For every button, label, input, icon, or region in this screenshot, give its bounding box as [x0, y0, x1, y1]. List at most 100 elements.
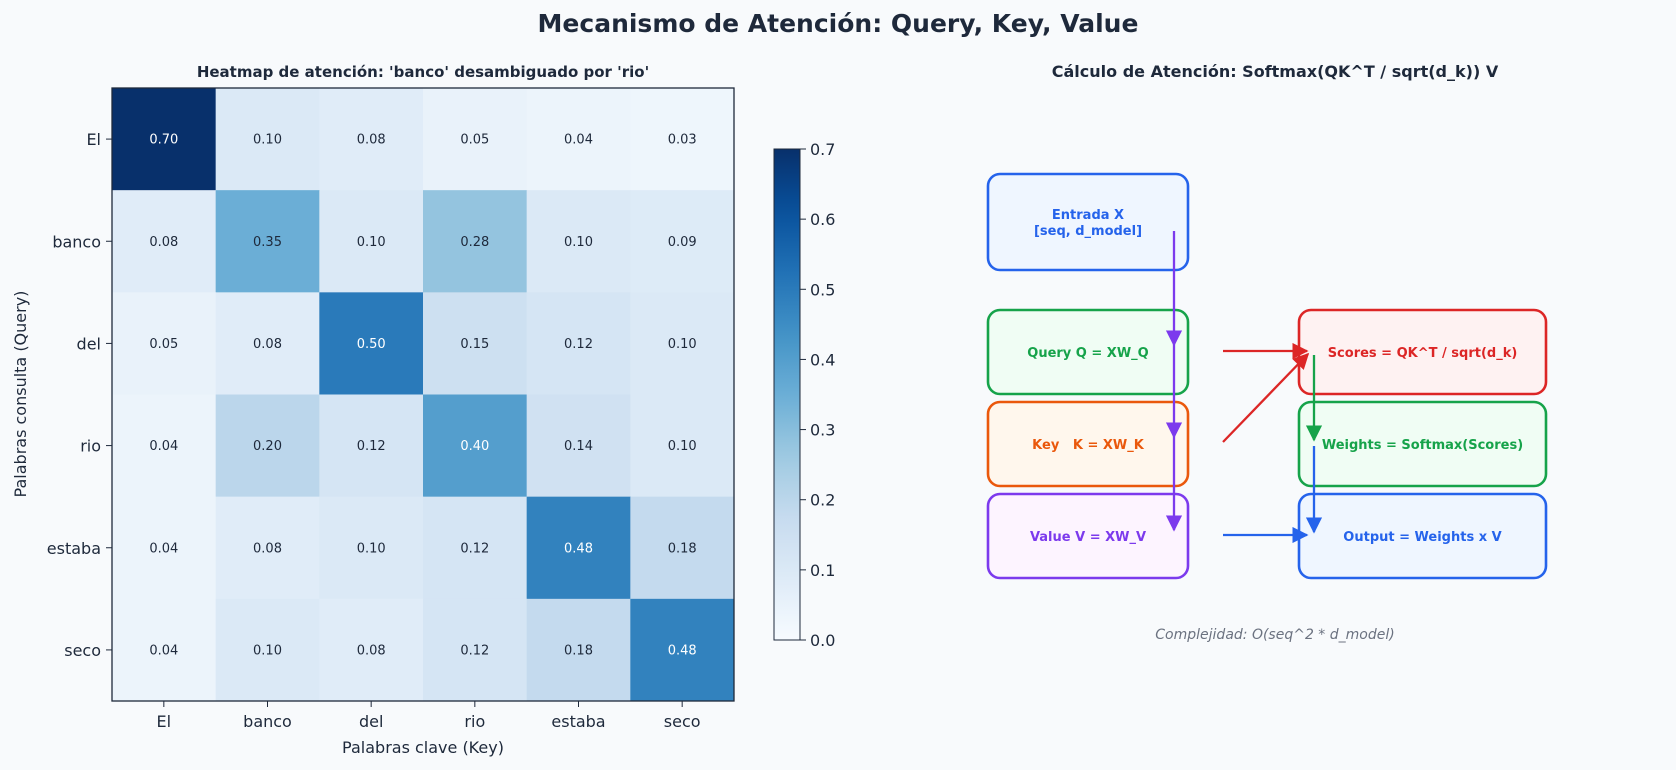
- heatmap-cell: [630, 394, 735, 498]
- cell-value-label: 0.08: [357, 643, 386, 658]
- heatmap-cell: [423, 598, 528, 702]
- cell-value-label: 0.10: [357, 235, 386, 250]
- weights-box-label: Weights = Softmax(Scores): [1322, 438, 1523, 453]
- heatmap-title: Heatmap de atención: 'banco' desambiguad…: [197, 63, 649, 81]
- heatmap-cell: [526, 190, 631, 293]
- cell-value-label: 0.04: [149, 439, 178, 454]
- heatmap-cell: [215, 598, 320, 702]
- colorbar-tick-label: 0.1: [810, 561, 835, 580]
- cell-value-label: 0.40: [460, 439, 489, 454]
- cell-value-label: 0.18: [668, 541, 697, 556]
- y-tick-label: rio: [80, 437, 101, 456]
- entrada-box-frame: [986, 172, 1190, 272]
- weights-box: Weights = Softmax(Scores): [1297, 400, 1548, 488]
- cell-value-label: 0.10: [357, 541, 386, 556]
- x-tick-label: banco: [243, 712, 292, 731]
- heatmap-cell: [319, 190, 424, 293]
- colorbar-tick-label: 0.6: [810, 210, 835, 229]
- heatmap-cell: [526, 88, 631, 191]
- cell-value-label: 0.10: [668, 337, 697, 352]
- heatmap-cell: [423, 88, 528, 191]
- heatmap-cell: [630, 496, 735, 600]
- diagram-arrows: [1165, 231, 1323, 544]
- heatmap-cells: 0.70 0.10 0.08 0.05 0.04 0.03 0.08 0.35 0.10 0.28…: [112, 88, 735, 702]
- heatmap-panel: Heatmap de atención: 'banco' desambiguad…: [11, 63, 735, 757]
- cell-value-label: 0.08: [357, 133, 386, 148]
- cell-value-label: 0.09: [668, 235, 697, 250]
- y-tick-label: El: [86, 130, 101, 149]
- cell-value-label: 0.70: [149, 133, 178, 148]
- heatmap-cell: [526, 394, 631, 498]
- heatmap-cell: [215, 394, 320, 498]
- cell-value-label: 0.10: [668, 439, 697, 454]
- weights-box-frame: [1297, 400, 1548, 488]
- heatmap-cell: [423, 190, 528, 293]
- colorbar-tick-label: 0.0: [810, 631, 835, 650]
- cell-value-label: 0.10: [253, 643, 282, 658]
- query-box-frame: [986, 308, 1190, 396]
- heatmap-cell: [319, 394, 424, 498]
- cell-value-label: 0.04: [564, 133, 593, 148]
- x-tick-label: rio: [464, 712, 485, 731]
- heatmap-cell: [630, 598, 735, 702]
- heatmap-cell: [112, 88, 217, 191]
- heatmap-cell: [112, 190, 217, 293]
- cell-value-label: 0.12: [460, 541, 489, 556]
- y-axis-label: Palabras consulta (Query): [11, 291, 30, 498]
- y-tick-label: banco: [52, 232, 101, 251]
- x-axis-label: Palabras clave (Key): [342, 738, 504, 757]
- cell-value-label: 0.12: [564, 337, 593, 352]
- key-box: Key K = XW_K: [986, 400, 1190, 488]
- value-box-label: Value V = XW_V: [1030, 530, 1146, 545]
- colorbar-tick-label: 0.4: [810, 350, 835, 369]
- x-tick-label: seco: [664, 712, 701, 731]
- heatmap-cell: [526, 292, 631, 395]
- x-tick-label: El: [157, 712, 172, 731]
- cell-value-label: 0.18: [564, 643, 593, 658]
- figure-title: Mecanismo de Atención: Query, Key, Value: [538, 9, 1139, 38]
- heatmap-cell: [526, 598, 631, 702]
- y-tick-label: del: [77, 334, 101, 353]
- colorbar-tick-label: 0.2: [810, 491, 835, 510]
- heatmap-cell: [526, 496, 631, 600]
- cell-value-label: 0.14: [564, 439, 593, 454]
- heatmap-frame: [111, 87, 735, 702]
- y-ticks: El banco del rio estaba seco: [47, 130, 112, 660]
- complexity-note: Complejidad: O(seq^2 * d_model): [1155, 627, 1394, 643]
- scores-box: Scores = QK^T / sqrt(d_k): [1297, 308, 1548, 396]
- heatmap-cell: [423, 496, 528, 600]
- heatmap-cell: [112, 496, 217, 600]
- colorbar-tick-label: 0.5: [810, 280, 835, 299]
- heatmap-cell: [215, 292, 320, 395]
- scores-box-label: Scores = QK^T / sqrt(d_k): [1328, 346, 1518, 361]
- heatmap-cell: [630, 292, 735, 395]
- colorbar-tick-label: 0.7: [810, 140, 835, 159]
- heatmap-cell: [215, 190, 320, 293]
- entrada-box: Entrada X[seq, d_model]: [986, 172, 1190, 272]
- output-box: Output = Weights x V: [1297, 492, 1548, 580]
- heatmap-cell: [319, 292, 424, 395]
- x-ticks: El banco del rio estaba seco: [157, 701, 701, 731]
- cell-value-label: 0.50: [357, 337, 386, 352]
- entrada-box-label: Entrada X: [1052, 208, 1124, 223]
- cell-value-label: 0.10: [253, 133, 282, 148]
- entrada-box-label: [seq, d_model]: [1034, 224, 1142, 239]
- cell-value-label: 0.15: [460, 337, 489, 352]
- cell-value-label: 0.35: [253, 235, 282, 250]
- diagram-title: Cálculo de Atención: Softmax(QK^T / sqrt…: [1052, 62, 1499, 81]
- cell-value-label: 0.12: [460, 643, 489, 658]
- heatmap-cell: [319, 88, 424, 191]
- colorbar-ticks: 0.0 0.1 0.2 0.3 0.4 0.5 0.6 0.7: [800, 140, 835, 650]
- heatmap-cell: [215, 88, 320, 191]
- cell-value-label: 0.08: [253, 337, 282, 352]
- heatmap-cell: [319, 598, 424, 702]
- cell-value-label: 0.05: [460, 133, 489, 148]
- x-tick-label: estaba: [551, 712, 605, 731]
- y-tick-label: seco: [64, 641, 101, 660]
- heatmap-cell: [423, 292, 528, 395]
- value-box: Value V = XW_V: [986, 492, 1190, 580]
- x-tick-label: del: [359, 712, 383, 731]
- heatmap-cell: [630, 190, 735, 293]
- heatmap-cell: [630, 88, 735, 191]
